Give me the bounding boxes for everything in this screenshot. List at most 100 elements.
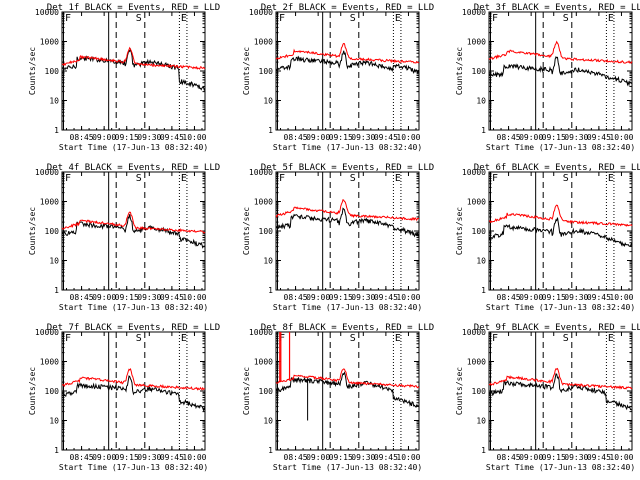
marker-label-e: E [608,333,614,344]
y-tick-label: 10 [476,97,486,106]
y-tick-label: 1 [481,126,486,135]
x-tick-label: 09:45 [374,293,398,302]
marker-label-e: E [181,333,187,344]
y-tick-label: 1000 [254,198,273,207]
x-tick-label: 09:00 [306,133,330,142]
y-tick-label: 1000 [40,38,59,47]
lld-series-line [61,46,206,70]
x-tick-label: 09:00 [519,453,543,462]
y-tick-label: 1 [268,446,273,455]
x-tick-label: 08:45 [497,453,521,462]
y-tick-label: 10000 [462,328,486,337]
plot-frame [488,171,633,291]
x-axis-label: Start Time (17-Jun-13 08:32:40) [273,143,422,152]
plot-frame [488,11,633,131]
x-tick-label: 09:00 [519,133,543,142]
lld-series-line [488,367,633,390]
x-tick-label: 08:45 [284,133,308,142]
y-tick-label: 10000 [35,8,59,17]
y-tick-label: 10 [263,257,273,266]
x-tick-label: 09:00 [92,293,116,302]
y-axis-label: Counts/sec [455,367,464,415]
events-series-line [275,371,420,408]
y-tick-label: 1000 [254,38,273,47]
panel-det-1f: Det 1f BLACK = Events, RED = LLD 1 10 100 10… [28,3,220,152]
y-tick-label: 10000 [462,168,486,177]
x-tick-label: 09:30 [351,453,375,462]
marker-label-s: S [136,333,142,344]
panel-det-7f: Det 7f BLACK = Events, RED = LLD 1 10 100 10… [28,323,220,472]
y-tick-label: 100 [472,387,487,396]
x-tick-label: 09:30 [564,133,588,142]
x-tick-label: 09:15 [542,453,566,462]
panel-title: Det 4f BLACK = Events, RED = LLD [47,163,220,173]
y-tick-label: 100 [45,227,60,236]
marker-label-s: S [350,173,356,184]
x-tick-label: 08:45 [70,133,94,142]
y-tick-label: 100 [45,387,60,396]
y-tick-label: 1000 [40,198,59,207]
y-tick-label: 10000 [462,8,486,17]
panel-title: Det 3f BLACK = Events, RED = LLD [474,3,640,13]
y-tick-label: 100 [472,227,487,236]
panel-det-3f: Det 3f BLACK = Events, RED = LLD 1 10 100 10… [455,3,640,152]
x-tick-label: 09:15 [115,293,139,302]
y-tick-label: 10000 [249,168,273,177]
lld-series-line [275,42,420,64]
y-tick-label: 10 [49,97,59,106]
marker-label-f: F [65,173,71,184]
y-axis-label: Counts/sec [455,207,464,255]
y-tick-label: 1 [54,446,59,455]
x-tick-label: 09:30 [564,293,588,302]
x-axis-label: Start Time (17-Jun-13 08:32:40) [59,303,208,312]
events-series-line [275,207,420,238]
x-tick-label: 09:45 [587,293,611,302]
x-tick-label: 09:00 [306,453,330,462]
y-tick-label: 100 [259,227,274,236]
y-axis-label: Counts/sec [242,367,251,415]
x-tick-label: 10:00 [609,293,633,302]
x-tick-label: 10:00 [182,453,206,462]
x-tick-label: 09:45 [160,293,184,302]
plot-frame [275,11,420,131]
marker-label-e: E [181,173,187,184]
marker-label-f: F [65,333,71,344]
x-tick-label: 09:45 [374,453,398,462]
panel-det-9f: Det 9f BLACK = Events, RED = LLD 1 10 100 10… [455,323,640,472]
marker-label-s: S [350,13,356,24]
events-series-line [488,373,633,411]
panel-det-4f: Det 4f BLACK = Events, RED = LLD 1 10 100 10… [28,163,220,312]
marker-label-e: E [181,13,187,24]
panel-det-8f: Det 8f BLACK = Events, RED = LLD 1 10 100 10… [242,323,434,472]
y-tick-label: 1000 [467,38,486,47]
events-series-line [61,214,206,249]
panel-title: Det 7f BLACK = Events, RED = LLD [47,323,220,333]
marker-label-e: E [608,173,614,184]
y-tick-label: 10 [476,257,486,266]
x-tick-label: 10:00 [182,293,206,302]
y-axis-label: Counts/sec [242,47,251,95]
x-tick-label: 10:00 [396,293,420,302]
marker-label-e: E [395,13,401,24]
y-tick-label: 1000 [467,358,486,367]
marker-label-f: F [492,13,498,24]
y-tick-label: 100 [472,67,487,76]
marker-label-f: F [279,13,285,24]
x-tick-label: 08:45 [284,293,308,302]
y-axis-label: Counts/sec [28,207,37,255]
x-tick-label: 09:45 [587,453,611,462]
x-axis-label: Start Time (17-Jun-13 08:32:40) [486,463,635,472]
y-tick-label: 10 [476,417,486,426]
marker-label-e: E [608,13,614,24]
x-axis-label: Start Time (17-Jun-13 08:32:40) [273,463,422,472]
x-tick-label: 09:45 [374,133,398,142]
y-tick-label: 100 [259,67,274,76]
marker-label-e: E [395,333,401,344]
y-tick-label: 1 [481,446,486,455]
x-tick-label: 09:15 [115,133,139,142]
panel-title: Det 5f BLACK = Events, RED = LLD [261,163,434,173]
panel-title: Det 1f BLACK = Events, RED = LLD [47,3,220,13]
panel-title: Det 9f BLACK = Events, RED = LLD [474,323,640,333]
events-series-line [61,375,206,412]
